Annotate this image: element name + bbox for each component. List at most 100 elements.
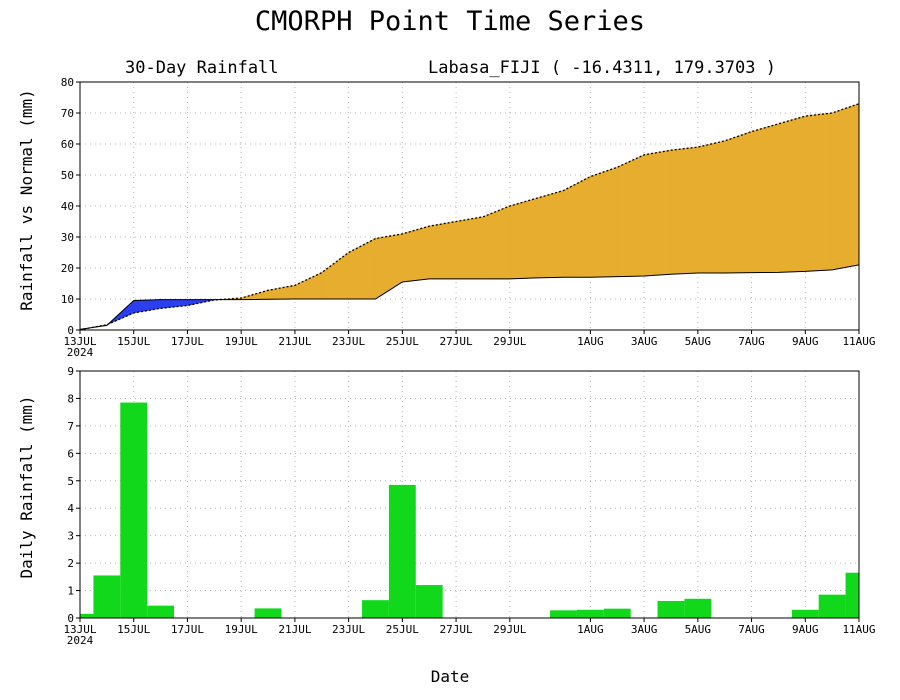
- daily-rainfall-bar: [550, 610, 577, 618]
- bottom-x-tick-label: 29JUL: [493, 623, 526, 636]
- top-x-tick-label: 7AUG: [738, 335, 765, 348]
- top-x-tick-label: 27JUL: [440, 335, 473, 348]
- bottom-y-tick-label: 6: [67, 447, 74, 460]
- bottom-x-tick-label: 7AUG: [738, 623, 765, 636]
- bottom-x-tick-label: 15JUL: [117, 623, 150, 636]
- top-y-tick-label: 60: [61, 138, 74, 151]
- daily-rainfall-bar: [576, 609, 604, 618]
- top-y-tick-label: 10: [61, 293, 74, 306]
- surplus-area-segment: [563, 176, 591, 278]
- daily-rainfall-bar: [362, 600, 389, 618]
- top-x-tick-label: 5AUG: [685, 335, 712, 348]
- surplus-area-segment: [509, 197, 537, 280]
- top-y-tick-label: 40: [61, 200, 74, 213]
- daily-rainfall-bar: [388, 484, 416, 618]
- top-year-label: 2024: [67, 346, 94, 359]
- chart-subtitle-left: 30-Day Rainfall: [125, 58, 279, 78]
- deficit-area-segment: [133, 299, 161, 314]
- surplus-area-segment: [536, 190, 564, 279]
- top-series-lines: [79, 103, 860, 331]
- normal-cumulative-line: [79, 264, 860, 330]
- bottom-y-tick-label: 7: [67, 420, 74, 433]
- bottom-x-tick-label: 11AUG: [842, 623, 875, 636]
- surplus-area-segment: [670, 146, 699, 275]
- top-x-tick-label: 17JUL: [171, 335, 204, 348]
- bottom-y-axis-label: Daily Rainfall (mm): [17, 395, 36, 578]
- surplus-area-segment: [616, 154, 645, 277]
- surplus-area-segment: [590, 166, 618, 278]
- top-y-tick-label: 0: [67, 324, 74, 337]
- bottom-x-tick-label: 17JUL: [171, 623, 204, 636]
- surplus-area-segment: [428, 221, 457, 280]
- chart-subtitle-right: Labasa_FIJI ( -16.4311, 179.3703 ): [428, 58, 776, 78]
- rainfall-vs-normal-panel: 0 10 20 30 40 50 60 70 80 13JUL 15JUL 17JUL 19JUL 21J…: [17, 76, 876, 359]
- top-y-tick-label: 80: [61, 76, 74, 89]
- top-y-tick-label: 20: [61, 262, 74, 275]
- daily-rainfall-bar: [791, 609, 819, 618]
- top-axes: 0 10 20 30 40 50 60 70 80 13JUL 15JUL 17JUL 19JUL 21J…: [61, 76, 876, 359]
- bottom-year-label: 2024: [67, 634, 94, 647]
- surplus-area-segment: [778, 115, 806, 273]
- chart-title: CMORPH Point Time Series: [255, 6, 645, 37]
- surplus-area-segment: [267, 284, 296, 300]
- surplus-area-segment: [348, 238, 376, 300]
- daily-rainfall-bar: [147, 605, 175, 618]
- daily-rainfall-bar: [603, 608, 631, 618]
- surplus-area-segment: [482, 205, 511, 280]
- surplus-area-segment: [697, 140, 725, 274]
- top-y-axis-label: Rainfall vs Normal (mm): [17, 89, 36, 311]
- surplus-area-segment: [804, 112, 833, 272]
- daily-rainfall-bar: [254, 608, 282, 618]
- bottom-x-tick-label: 1AUG: [577, 623, 604, 636]
- x-axis-label: Date: [431, 667, 470, 686]
- bottom-y-tick-label: 1: [67, 585, 74, 598]
- observed-cumulative-line: [79, 103, 860, 331]
- surplus-area-segment: [724, 131, 752, 274]
- bottom-x-tick-label: 25JUL: [386, 623, 419, 636]
- daily-rainfall-bar: [845, 572, 859, 618]
- daily-rainfall-panel: 0 1 2 3 4 5 6 7 8 9 13JUL 15JUL 17JUL 19JUL 21JUL 23JUL…: [17, 365, 876, 647]
- top-x-tick-label: 3AUG: [631, 335, 658, 348]
- top-x-tick-label: 21JUL: [278, 335, 311, 348]
- top-x-tick-label: 11AUG: [842, 335, 875, 348]
- surplus-area-segment: [375, 233, 403, 300]
- top-y-tick-label: 50: [61, 169, 74, 182]
- top-x-tick-label: 25JUL: [386, 335, 419, 348]
- bottom-x-tick-label: 27JUL: [440, 623, 473, 636]
- top-x-tick-label: 13JUL: [63, 335, 96, 348]
- bottom-gridlines: [80, 371, 859, 618]
- surplus-area-segment: [751, 123, 779, 273]
- bottom-x-tick-label: 19JUL: [225, 623, 258, 636]
- top-y-tick-label: 30: [61, 231, 74, 244]
- daily-rainfall-bar: [657, 600, 685, 618]
- surplus-area-segment: [643, 149, 672, 277]
- top-y-tick-label: 70: [61, 107, 74, 120]
- surplus-area-segment: [831, 103, 860, 271]
- bottom-y-tick-label: 0: [67, 612, 74, 625]
- bottom-x-tick-label: 13JUL: [63, 623, 96, 636]
- surplus-area-segment: [402, 225, 430, 283]
- surplus-area-segment: [455, 216, 484, 280]
- bottom-y-tick-label: 3: [67, 530, 74, 543]
- bottom-plot-frame: [79, 370, 860, 619]
- daily-rainfall-bar: [818, 594, 846, 618]
- bottom-y-tick-label: 4: [67, 502, 74, 515]
- bottom-y-tick-label: 5: [67, 475, 74, 488]
- surplus-area-segment: [321, 251, 349, 300]
- daily-rainfall-bars: [80, 402, 859, 618]
- bottom-y-tick-label: 8: [67, 392, 74, 405]
- bottom-x-tick-label: 5AUG: [685, 623, 712, 636]
- surplus-area-segment: [294, 272, 323, 300]
- top-area-fills: [79, 103, 860, 331]
- top-x-tick-label: 1AUG: [577, 335, 604, 348]
- bottom-axes: 0 1 2 3 4 5 6 7 8 9 13JUL 15JUL 17JUL 19JUL 21JUL 23JUL…: [63, 365, 875, 647]
- bottom-y-tick-label: 2: [67, 557, 74, 570]
- daily-rainfall-bar: [684, 598, 712, 618]
- top-x-tick-label: 15JUL: [117, 335, 150, 348]
- bottom-x-tick-label: 9AUG: [792, 623, 819, 636]
- top-x-tick-label: 19JUL: [225, 335, 258, 348]
- daily-rainfall-bar: [120, 402, 148, 618]
- bottom-x-tick-label: 21JUL: [278, 623, 311, 636]
- bottom-x-tick-label: 3AUG: [631, 623, 658, 636]
